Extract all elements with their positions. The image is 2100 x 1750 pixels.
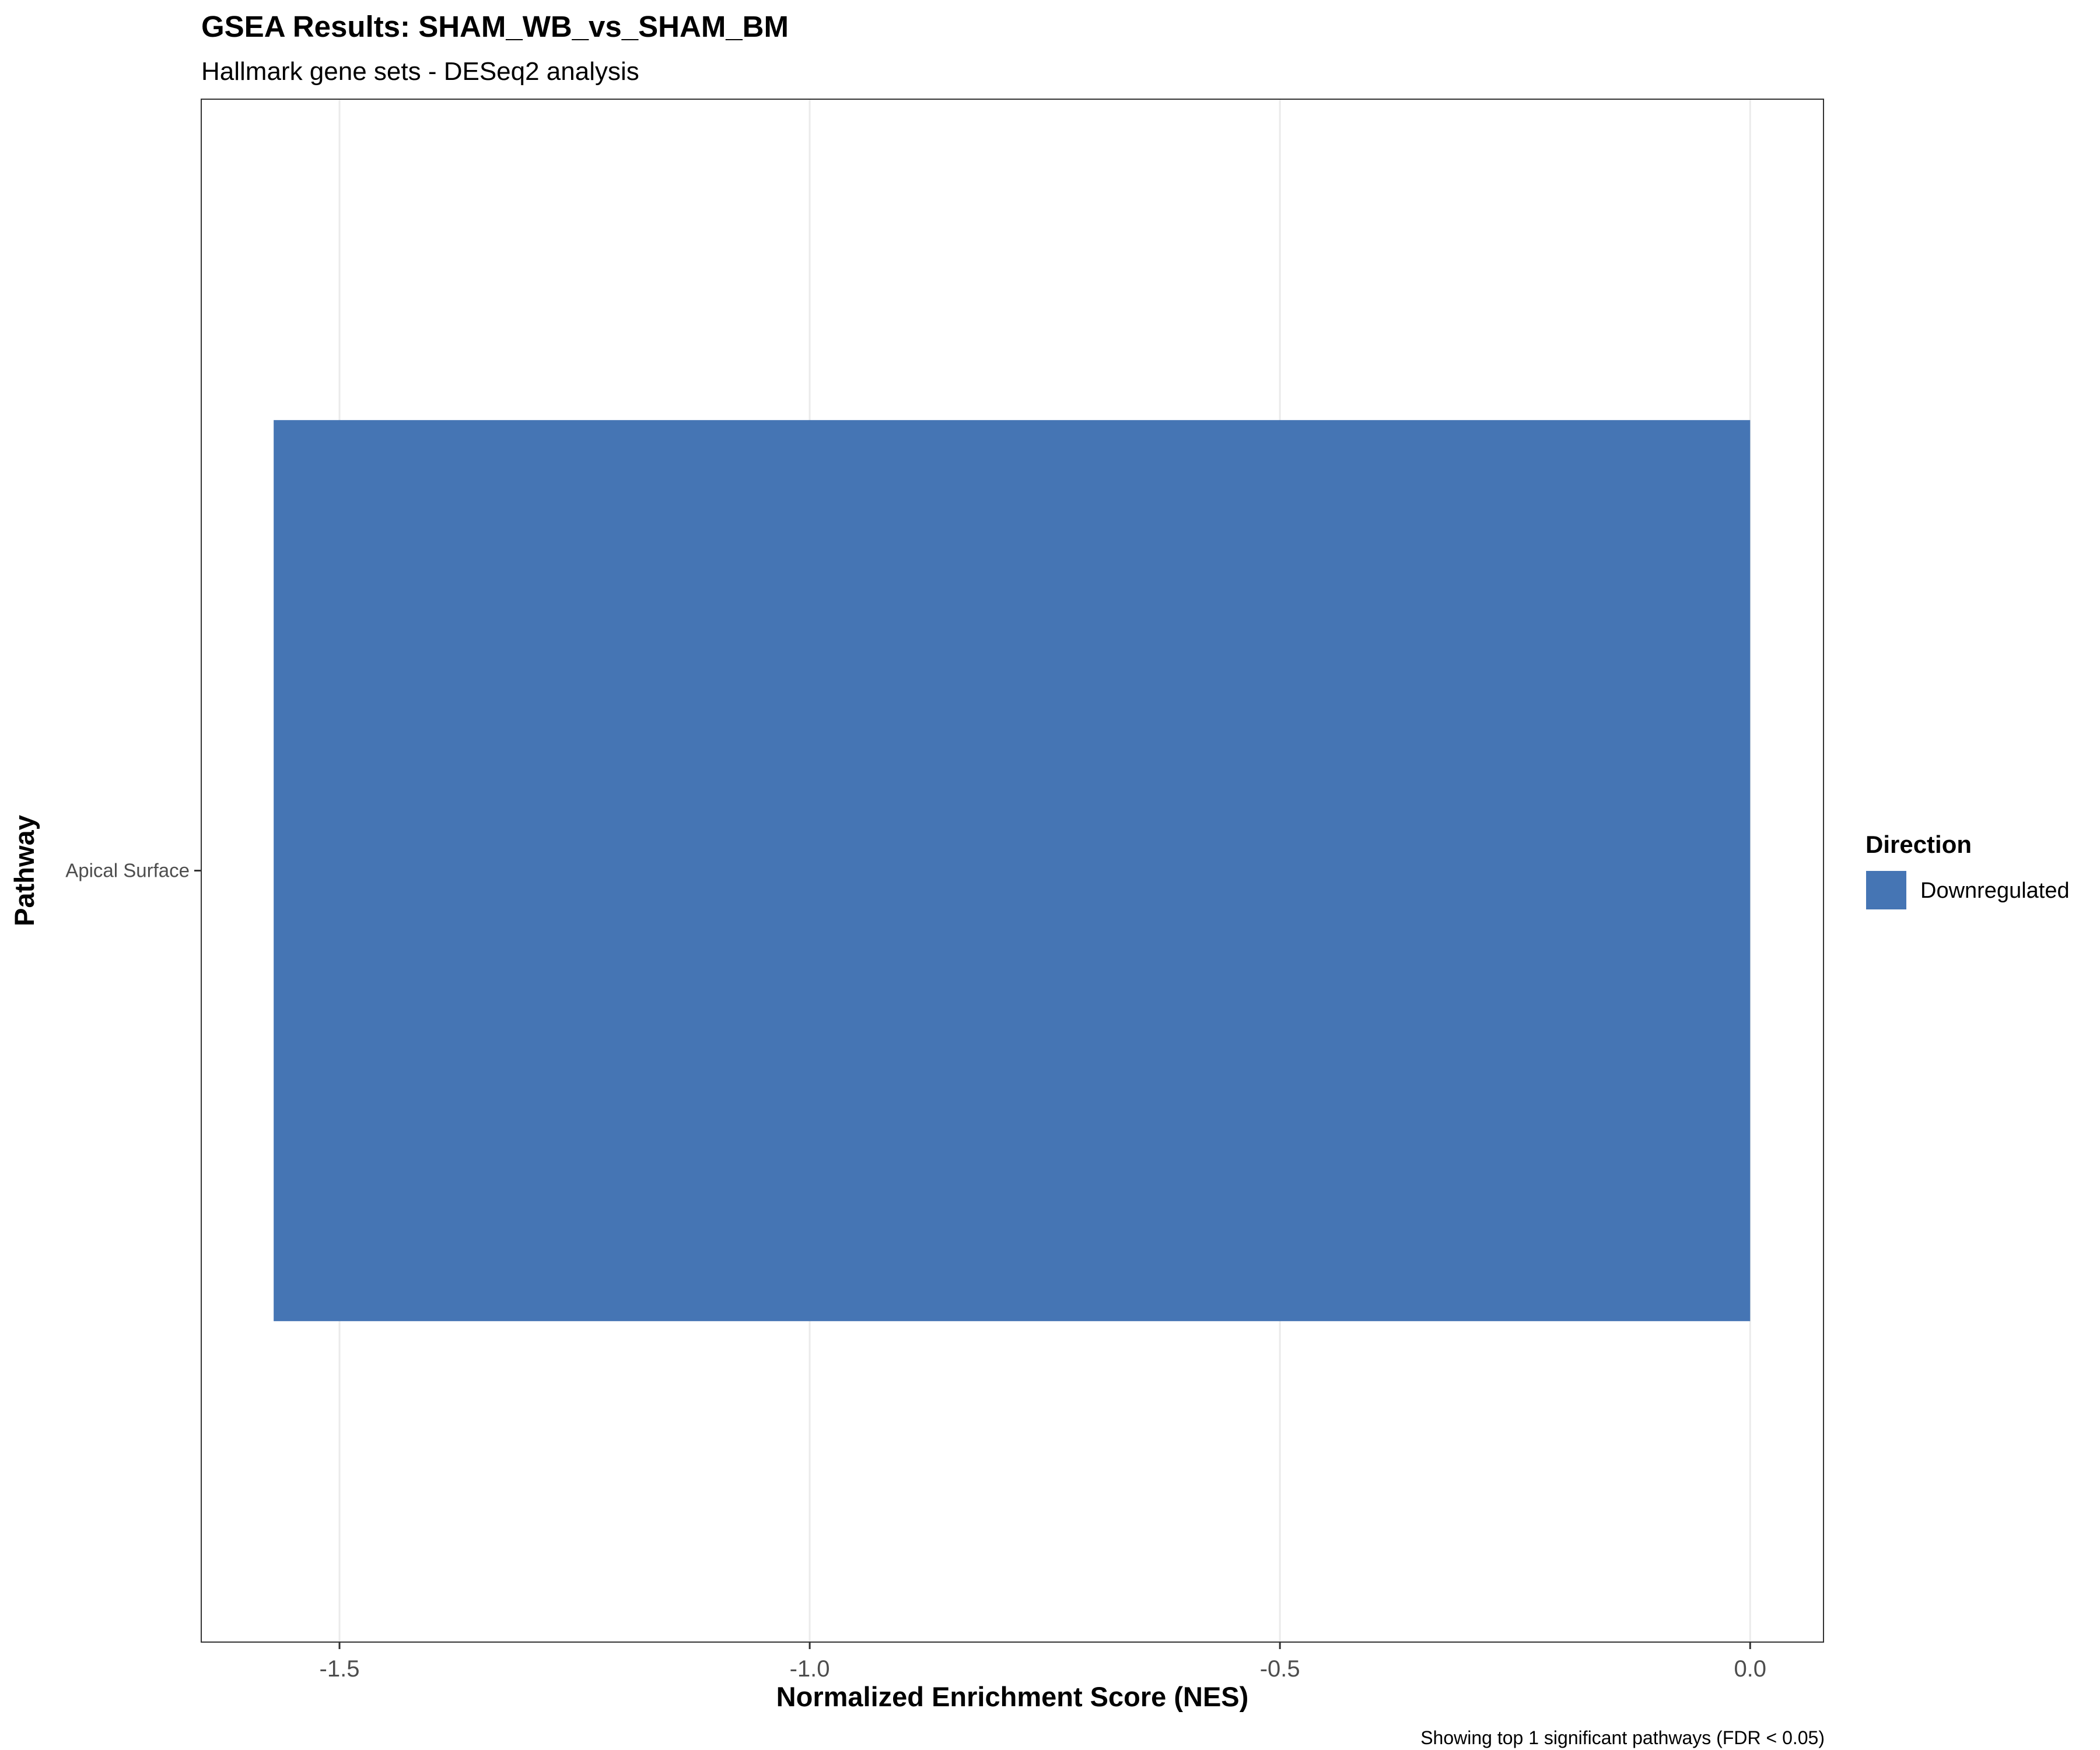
y-axis: Apical Surface — [65, 860, 201, 881]
x-tick-label: -1.5 — [320, 1656, 360, 1682]
legend-swatch — [1866, 871, 1906, 909]
x-axis: -1.5 -1.0 -0.5 0.0 — [320, 1642, 1766, 1682]
chart-caption: Showing top 1 significant pathways (FDR … — [1420, 1727, 1825, 1748]
x-tick-label: 0.0 — [1734, 1656, 1766, 1682]
x-axis-title: Normalized Enrichment Score (NES) — [776, 1681, 1249, 1712]
legend: Direction Downregulated — [1866, 831, 2070, 909]
y-axis-title: Pathway — [9, 815, 40, 926]
bars — [274, 420, 1751, 1321]
legend-items: Downregulated — [1866, 871, 2070, 909]
legend-label: Downregulated — [1920, 878, 2070, 903]
bar — [274, 420, 1751, 1321]
y-tick-label: Apical Surface — [65, 860, 190, 881]
x-tick-label: -0.5 — [1260, 1656, 1300, 1682]
chart-title: GSEA Results: SHAM_WB_vs_SHAM_BM — [201, 10, 789, 43]
legend-title: Direction — [1866, 831, 1972, 858]
chart-subtitle: Hallmark gene sets - DESeq2 analysis — [201, 57, 639, 86]
x-tick-label: -1.0 — [790, 1656, 830, 1682]
